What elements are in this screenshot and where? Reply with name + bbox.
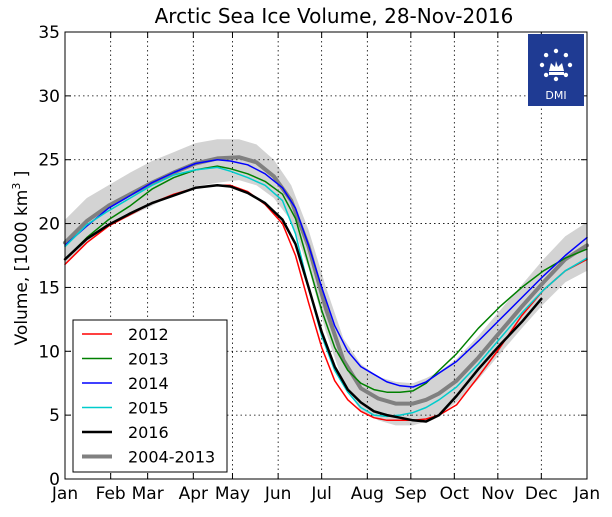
series-layer (63, 155, 589, 423)
legend-label-2016: 2016 (128, 423, 169, 442)
y-tick-label: 35 (38, 23, 60, 43)
star-icon (563, 52, 569, 58)
y-tick-label: 30 (38, 87, 60, 107)
y-tick-label: 15 (38, 278, 60, 298)
chart-title: Arctic Sea Ice Volume, 28-Nov-2016 (155, 4, 514, 28)
crown-icon (549, 61, 564, 75)
star-icon (563, 72, 569, 78)
star-icon (543, 72, 549, 78)
x-tick-label: Jun (264, 484, 292, 504)
star-icon (553, 48, 559, 54)
x-tick-label: Dec (525, 484, 558, 504)
y-axis-label-main: Volume, [1000 km (12, 190, 32, 346)
x-tick-label: Feb (96, 484, 126, 504)
plot-area: 0 5 10 15 20 25 30 35 Jan Feb Mar Apr May Jun Jul Aug Se… (38, 23, 600, 504)
x-tick-label: Mar (132, 484, 164, 504)
series-line-2013 (64, 165, 588, 393)
star-icon (543, 52, 549, 58)
x-tick-label: Jan (51, 484, 78, 504)
legend-label-2014: 2014 (128, 374, 169, 393)
y-tick-label: 0 (49, 470, 60, 490)
dmi-logo-text: DMI (545, 89, 566, 102)
y-axis-label-superscript: 3 (10, 183, 23, 190)
star-icon (539, 62, 545, 68)
legend-label-2012: 2012 (128, 325, 169, 344)
x-tick-label: Jul (310, 484, 332, 504)
legend-label-2013: 2013 (128, 350, 169, 369)
y-tick-label: 5 (49, 406, 60, 426)
tick-layer: 0 5 10 15 20 25 30 35 Jan Feb Mar Apr May Jun Jul Aug Se… (38, 23, 600, 504)
star-icon (567, 62, 573, 68)
series-line-2014 (64, 158, 588, 388)
series-line-2015 (64, 166, 588, 418)
x-tick-label: Nov (481, 484, 514, 504)
y-tick-label: 10 (38, 342, 60, 362)
y-tick-label: 20 (38, 215, 60, 235)
x-tick-label: Aug (351, 484, 384, 504)
plot-frame (64, 31, 588, 480)
legend-label-2015: 2015 (128, 399, 169, 418)
x-tick-label: Sep (395, 484, 427, 504)
dmi-logo: DMI (528, 34, 584, 106)
legend-label-2004-2013: 2004-2013 (128, 448, 215, 467)
legend: 2012 2013 2014 2015 2016 2004-2013 (72, 319, 228, 473)
x-tick-label: Apr (179, 484, 208, 504)
x-tick-label: Jan (573, 484, 600, 504)
y-tick-label: 25 (38, 151, 60, 171)
series-line-2016 (63, 184, 543, 423)
y-axis-label-end: ] (12, 171, 32, 183)
star-icon (553, 76, 559, 82)
legend-box (72, 319, 228, 473)
y-axis-label: Volume, [1000 km3 ] (10, 171, 32, 346)
x-tick-label: May (215, 484, 250, 504)
x-tick-label: Oct (440, 484, 470, 504)
dmi-logo-stars (539, 48, 573, 82)
